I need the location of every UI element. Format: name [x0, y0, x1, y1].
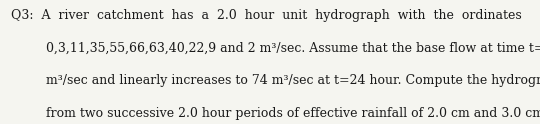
- Text: Q3:  A  river  catchment  has  a  2.0  hour  unit  hydrograph  with  the  ordina: Q3: A river catchment has a 2.0 hour uni…: [11, 9, 522, 22]
- Text: 0,3,11,35,55,66,63,40,22,9 and 2 m³/sec. Assume that the base flow at time t=0 h: 0,3,11,35,55,66,63,40,22,9 and 2 m³/sec.…: [46, 42, 540, 55]
- Text: m³/sec and linearly increases to 74 m³/sec at t=24 hour. Compute the hydrograph : m³/sec and linearly increases to 74 m³/s…: [46, 74, 540, 87]
- Text: from two successive 2.0 hour periods of effective rainfall of 2.0 cm and 3.0 cm : from two successive 2.0 hour periods of …: [46, 107, 540, 120]
